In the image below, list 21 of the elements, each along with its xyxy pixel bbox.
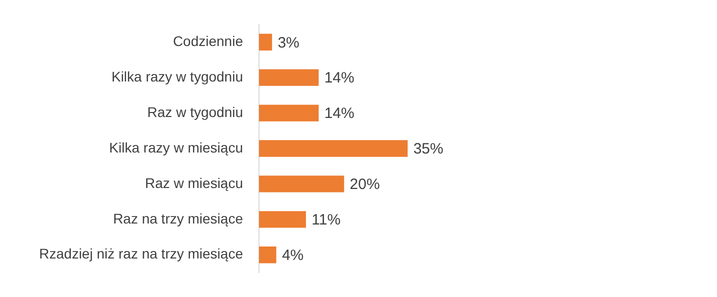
- y-tick-label: Codziennie: [172, 32, 244, 49]
- data-label: 11%: [312, 212, 341, 229]
- bar: [259, 69, 319, 86]
- bar: [259, 140, 408, 157]
- data-label: 3%: [278, 34, 300, 52]
- data-label: 14%: [324, 105, 354, 122]
- y-tick-label: Rzadziej niż raz na trzy miesiące: [39, 246, 244, 262]
- bar: [259, 104, 319, 122]
- data-label: 14%: [324, 70, 354, 87]
- y-tick-label: Kilka razy w tygodniu: [111, 68, 243, 84]
- bar: [259, 246, 276, 264]
- data-label: 20%: [350, 176, 380, 194]
- bar: [259, 176, 344, 192]
- bar: [259, 34, 272, 50]
- bar: [259, 211, 306, 228]
- y-tick-label: Raz na trzy miesiące: [113, 210, 244, 226]
- y-tick-label: Raz w tygodniu: [147, 104, 243, 120]
- data-label: 35%: [413, 140, 444, 158]
- data-label: 4%: [282, 247, 304, 264]
- y-tick-label: Raz w miesiącu: [144, 174, 243, 191]
- y-tick-label: Kilka razy w miesiącu: [109, 139, 243, 156]
